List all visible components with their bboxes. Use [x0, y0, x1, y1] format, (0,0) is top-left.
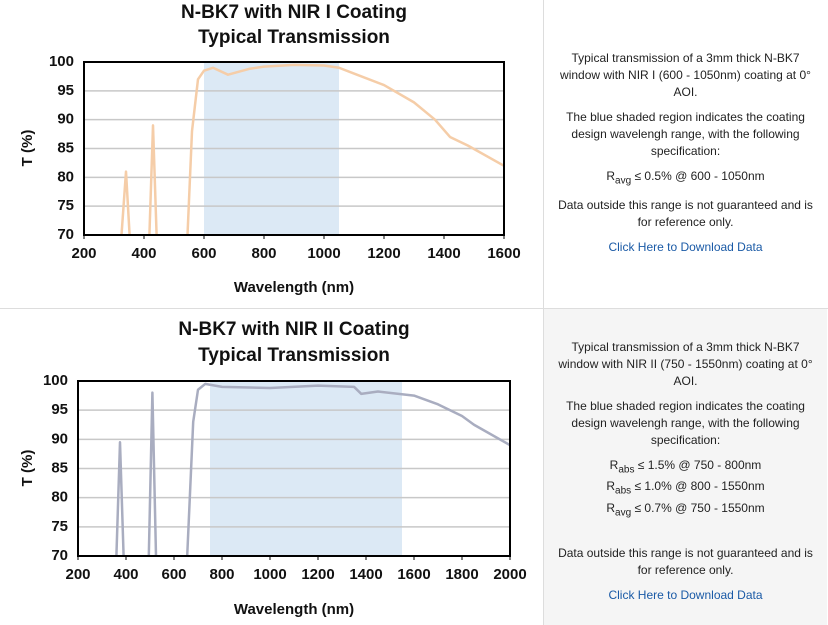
y-tick-label: 95: [51, 401, 68, 418]
y-tick-label: 85: [57, 139, 74, 156]
specification: Rabs ≤ 1.5% @ 750 - 800nm Rabs ≤ 1.0% @ 8…: [554, 457, 817, 521]
x-tick-label: 1400: [427, 245, 460, 262]
description: Typical transmission of a 3mm thick N-BK…: [558, 340, 813, 388]
chart-title: N-BK7 with NIR II Coating: [178, 319, 409, 340]
spec-line: Ravg ≤ 0.5% @ 600 - 1050nm: [554, 168, 817, 189]
row-divider: [0, 308, 828, 309]
disclaimer: Data outside this range is not guarantee…: [558, 546, 813, 578]
x-tick-label: 400: [113, 566, 138, 583]
y-tick-label: 75: [51, 518, 68, 535]
x-tick-label: 1200: [367, 245, 400, 262]
spec-subscript: avg: [615, 507, 632, 519]
x-tick-label: 200: [65, 566, 90, 583]
info-panel: Typical transmission of a 3mm thick N-BK…: [543, 0, 827, 308]
y-tick-label: 100: [43, 372, 68, 389]
x-axis-label: Wavelength (nm): [234, 279, 354, 296]
plot-frame: [77, 380, 511, 557]
spec-subscript: abs: [615, 485, 632, 497]
spec-line: Rabs ≤ 1.0% @ 800 - 1550nm: [554, 478, 817, 499]
x-tick-label: 1600: [397, 566, 430, 583]
y-tick-label: 80: [57, 168, 74, 185]
spec-symbol: R: [606, 169, 616, 183]
y-tick-label: 95: [57, 82, 74, 99]
x-tick-label: 1600: [487, 245, 520, 262]
link-wrap: Click Here to Download Data: [554, 239, 817, 256]
x-tick-label: 800: [251, 245, 276, 262]
spec-symbol: R: [606, 500, 616, 515]
transmission-line: [115, 441, 125, 557]
info-panel: Typical transmission of a 3mm thick N-BK…: [543, 309, 827, 625]
y-axis-label: T (%): [19, 450, 36, 487]
transmission-line: [186, 63, 505, 236]
x-axis-label: Wavelength (nm): [234, 601, 354, 618]
chart-title: N-BK7 with NIR I Coating: [181, 2, 407, 23]
download-link[interactable]: Click Here to Download Data: [608, 588, 763, 603]
y-axis-label: T (%): [19, 130, 36, 167]
spec-text: ≤ 1.0% @ 800 - 1550nm: [631, 479, 765, 494]
x-tick-label: 1000: [307, 245, 340, 262]
download-link[interactable]: Click Here to Download Data: [608, 240, 763, 255]
y-tick-label: 70: [57, 226, 74, 243]
disclaimer: Data outside this range is not guarantee…: [558, 198, 813, 230]
x-tick-label: 1000: [253, 566, 286, 583]
description: Typical transmission of a 3mm thick N-BK…: [560, 51, 811, 99]
x-tick-label: 600: [161, 566, 186, 583]
spec-line: Rabs ≤ 1.5% @ 750 - 800nm: [554, 457, 817, 478]
chart-subtitle: Typical Transmission: [198, 345, 390, 366]
y-tick-label: 75: [57, 197, 74, 214]
description: The blue shaded region indicates the coa…: [566, 110, 805, 158]
y-tick-label: 85: [51, 459, 68, 476]
transmission-line: [147, 391, 158, 557]
specification: Ravg ≤ 0.5% @ 600 - 1050nm: [554, 168, 817, 189]
x-tick-label: 800: [209, 566, 234, 583]
spec-subscript: avg: [615, 175, 632, 187]
x-tick-label: 400: [131, 245, 156, 262]
x-tick-label: 200: [71, 245, 96, 262]
plot-frame: [83, 61, 505, 236]
charts: N-BK7 with NIR I Coating Typical Transmis…: [19, 2, 527, 618]
spec-text: ≤ 0.5% @ 600 - 1050nm: [631, 169, 765, 183]
spec-symbol: R: [609, 458, 619, 472]
y-tick-label: 80: [51, 489, 68, 506]
description: The blue shaded region indicates the coa…: [566, 399, 805, 447]
transmission-line: [148, 124, 158, 236]
spec-text: ≤ 1.5% @ 750 - 800nm: [634, 458, 762, 472]
link-wrap: Click Here to Download Data: [554, 587, 817, 604]
x-tick-label: 600: [191, 245, 216, 262]
x-tick-label: 1800: [445, 566, 478, 583]
y-tick-label: 90: [57, 111, 74, 128]
x-tick-label: 2000: [493, 566, 526, 583]
spec-symbol: R: [606, 479, 616, 494]
x-tick-label: 1200: [301, 566, 334, 583]
y-tick-label: 70: [51, 547, 68, 564]
transmission-line: [185, 382, 511, 557]
x-tick-label: 1400: [349, 566, 382, 583]
y-tick-label: 90: [51, 430, 68, 447]
spec-subscript: abs: [618, 464, 635, 476]
spec-text: ≤ 0.7% @ 750 - 1550nm: [631, 500, 765, 515]
transmission-line: [120, 170, 131, 236]
y-tick-label: 100: [49, 53, 74, 70]
chart-subtitle: Typical Transmission: [198, 27, 390, 48]
spec-line: Ravg ≤ 0.7% @ 750 - 1550nm: [554, 500, 817, 521]
